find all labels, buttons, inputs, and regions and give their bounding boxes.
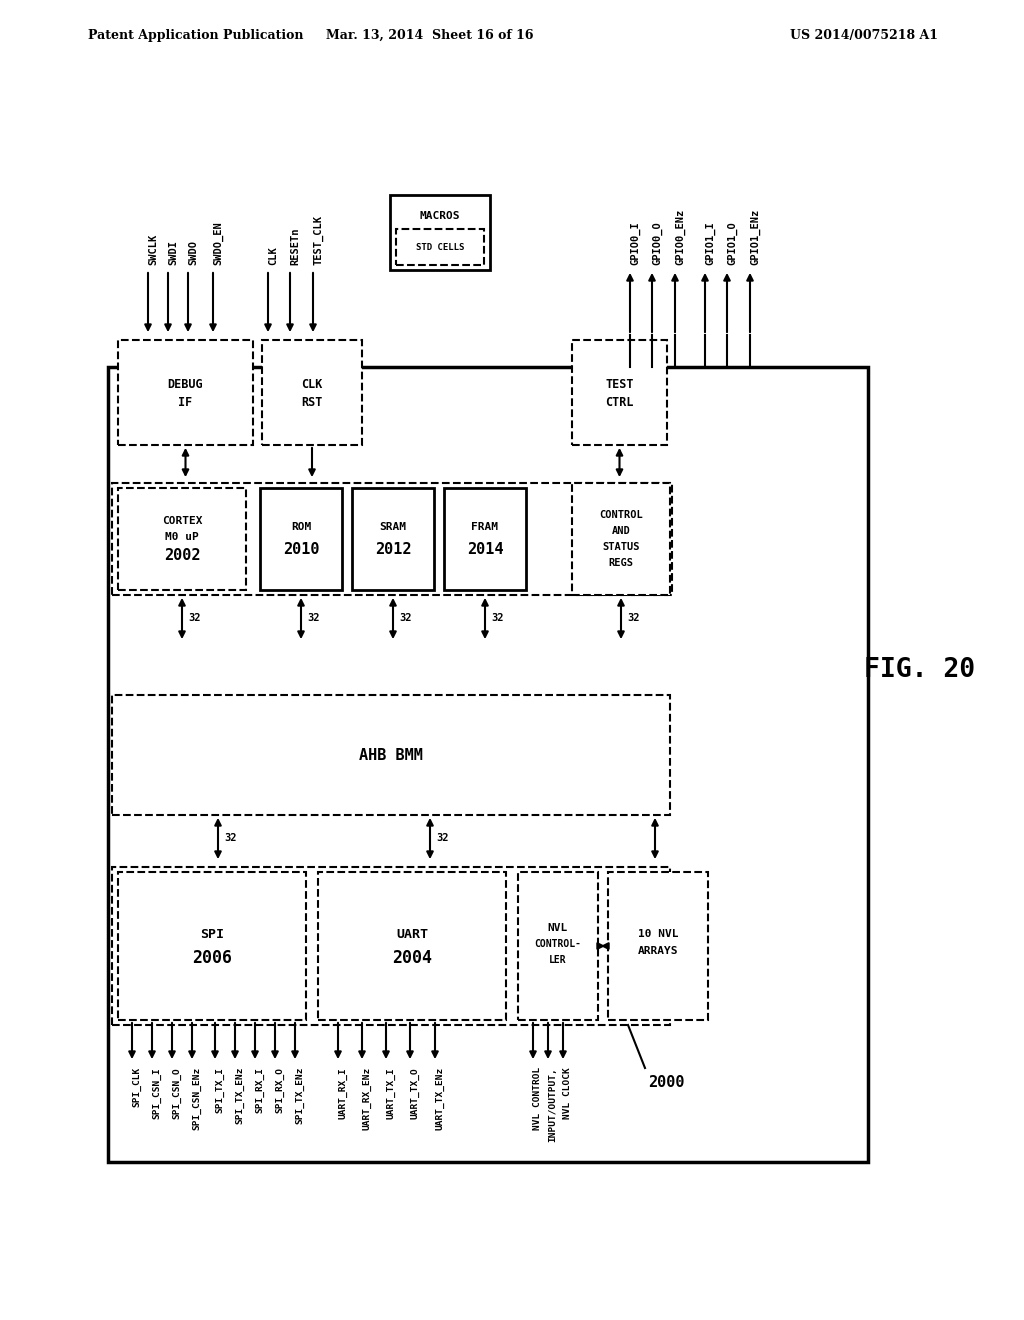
- Bar: [518, 873, 598, 1020]
- Text: STATUS: STATUS: [602, 543, 640, 552]
- Text: LER: LER: [549, 954, 567, 965]
- Text: SWCLK: SWCLK: [148, 234, 158, 265]
- Text: DEBUG: DEBUG: [168, 378, 204, 391]
- Text: GPIO1_O: GPIO1_O: [727, 222, 737, 265]
- Bar: [572, 483, 670, 595]
- Text: STD CELLS: STD CELLS: [416, 243, 464, 252]
- Text: ARRAYS: ARRAYS: [638, 946, 678, 956]
- Text: 32: 32: [627, 612, 640, 623]
- Text: SPI: SPI: [200, 928, 224, 940]
- Text: INPUT/OUTPUT,: INPUT/OUTPUT,: [548, 1067, 557, 1142]
- Bar: [118, 873, 306, 1020]
- Text: CONTROL: CONTROL: [599, 510, 643, 520]
- Text: 10 NVL: 10 NVL: [638, 929, 678, 939]
- Text: 32: 32: [188, 612, 201, 623]
- Text: NVL CLOCK: NVL CLOCK: [563, 1067, 572, 1119]
- Text: GPIO0_ENz: GPIO0_ENz: [675, 209, 685, 265]
- Text: MACROS: MACROS: [420, 211, 460, 220]
- Text: SPI_TX_ENz: SPI_TX_ENz: [295, 1067, 304, 1125]
- Text: GPIO1_ENz: GPIO1_ENz: [750, 209, 760, 265]
- Text: SPI_RX_O: SPI_RX_O: [275, 1067, 284, 1113]
- Text: SPI_CLK: SPI_CLK: [132, 1067, 141, 1107]
- Text: SPI_CSN_ENz: SPI_CSN_ENz: [193, 1067, 201, 1130]
- Text: 32: 32: [436, 833, 449, 843]
- Text: 2000: 2000: [648, 1074, 684, 1090]
- Text: 2012: 2012: [375, 541, 412, 557]
- Text: REGS: REGS: [608, 558, 634, 568]
- Bar: [260, 488, 342, 590]
- Text: UART_RX_I: UART_RX_I: [338, 1067, 347, 1119]
- Text: NVL: NVL: [548, 923, 568, 933]
- Bar: [444, 488, 526, 590]
- Text: CLK: CLK: [301, 378, 323, 391]
- Text: 2006: 2006: [193, 949, 232, 968]
- Text: UART_RX_ENz: UART_RX_ENz: [362, 1067, 371, 1130]
- Text: UART_TX_ENz: UART_TX_ENz: [435, 1067, 444, 1130]
- Text: CTRL: CTRL: [605, 396, 634, 409]
- Text: 32: 32: [307, 612, 319, 623]
- Text: AND: AND: [611, 525, 631, 536]
- Bar: [112, 867, 670, 1026]
- Text: SPI_TX_I: SPI_TX_I: [215, 1067, 224, 1113]
- Bar: [108, 367, 868, 1162]
- Text: RST: RST: [301, 396, 323, 409]
- Text: UART: UART: [396, 928, 428, 940]
- Bar: [352, 488, 434, 590]
- Text: TEST_CLK: TEST_CLK: [313, 215, 324, 265]
- Text: CLK: CLK: [268, 247, 278, 265]
- Bar: [118, 341, 253, 445]
- Bar: [118, 488, 246, 590]
- Bar: [396, 228, 484, 265]
- Text: 2014: 2014: [467, 541, 503, 557]
- Text: TEST: TEST: [605, 378, 634, 391]
- Text: CORTEX: CORTEX: [162, 516, 203, 525]
- Text: SPI_RX_I: SPI_RX_I: [255, 1067, 264, 1113]
- Text: GPIO0_O: GPIO0_O: [652, 222, 663, 265]
- Text: 2004: 2004: [392, 949, 432, 968]
- Text: AHB BMM: AHB BMM: [359, 747, 423, 763]
- Bar: [318, 873, 506, 1020]
- Text: SRAM: SRAM: [380, 521, 407, 532]
- Text: CONTROL-: CONTROL-: [535, 939, 582, 949]
- Text: UART_TX_O: UART_TX_O: [410, 1067, 419, 1119]
- Text: IF: IF: [178, 396, 193, 409]
- Text: UART_TX_I: UART_TX_I: [386, 1067, 395, 1119]
- Text: FIG. 20: FIG. 20: [864, 657, 976, 682]
- Text: SPI_TX_ENz: SPI_TX_ENz: [234, 1067, 244, 1125]
- Text: SWDO_EN: SWDO_EN: [213, 222, 223, 265]
- Bar: [112, 483, 672, 595]
- Text: 32: 32: [490, 612, 504, 623]
- Bar: [262, 341, 362, 445]
- Text: SPI_CSN_O: SPI_CSN_O: [172, 1067, 181, 1119]
- Text: SWDI: SWDI: [168, 240, 178, 265]
- Text: 2002: 2002: [164, 548, 201, 562]
- Bar: [390, 195, 490, 271]
- Text: US 2014/0075218 A1: US 2014/0075218 A1: [790, 29, 938, 41]
- Bar: [572, 341, 667, 445]
- Text: 2010: 2010: [283, 541, 319, 557]
- Text: Mar. 13, 2014  Sheet 16 of 16: Mar. 13, 2014 Sheet 16 of 16: [327, 29, 534, 41]
- Text: ROM: ROM: [291, 521, 311, 532]
- Text: GPIO0_I: GPIO0_I: [630, 222, 640, 265]
- Text: 32: 32: [399, 612, 412, 623]
- Text: RESETn: RESETn: [290, 227, 300, 265]
- Text: GPIO1_I: GPIO1_I: [705, 222, 715, 265]
- Bar: [112, 696, 670, 814]
- Text: NVL CONTROL: NVL CONTROL: [534, 1067, 542, 1130]
- Bar: [608, 873, 708, 1020]
- Text: FRAM: FRAM: [471, 521, 499, 532]
- Text: M0 uP: M0 uP: [165, 532, 199, 543]
- Text: Patent Application Publication: Patent Application Publication: [88, 29, 303, 41]
- Text: SWDO: SWDO: [188, 240, 198, 265]
- Text: SPI_CSN_I: SPI_CSN_I: [152, 1067, 161, 1119]
- Text: 32: 32: [224, 833, 237, 843]
